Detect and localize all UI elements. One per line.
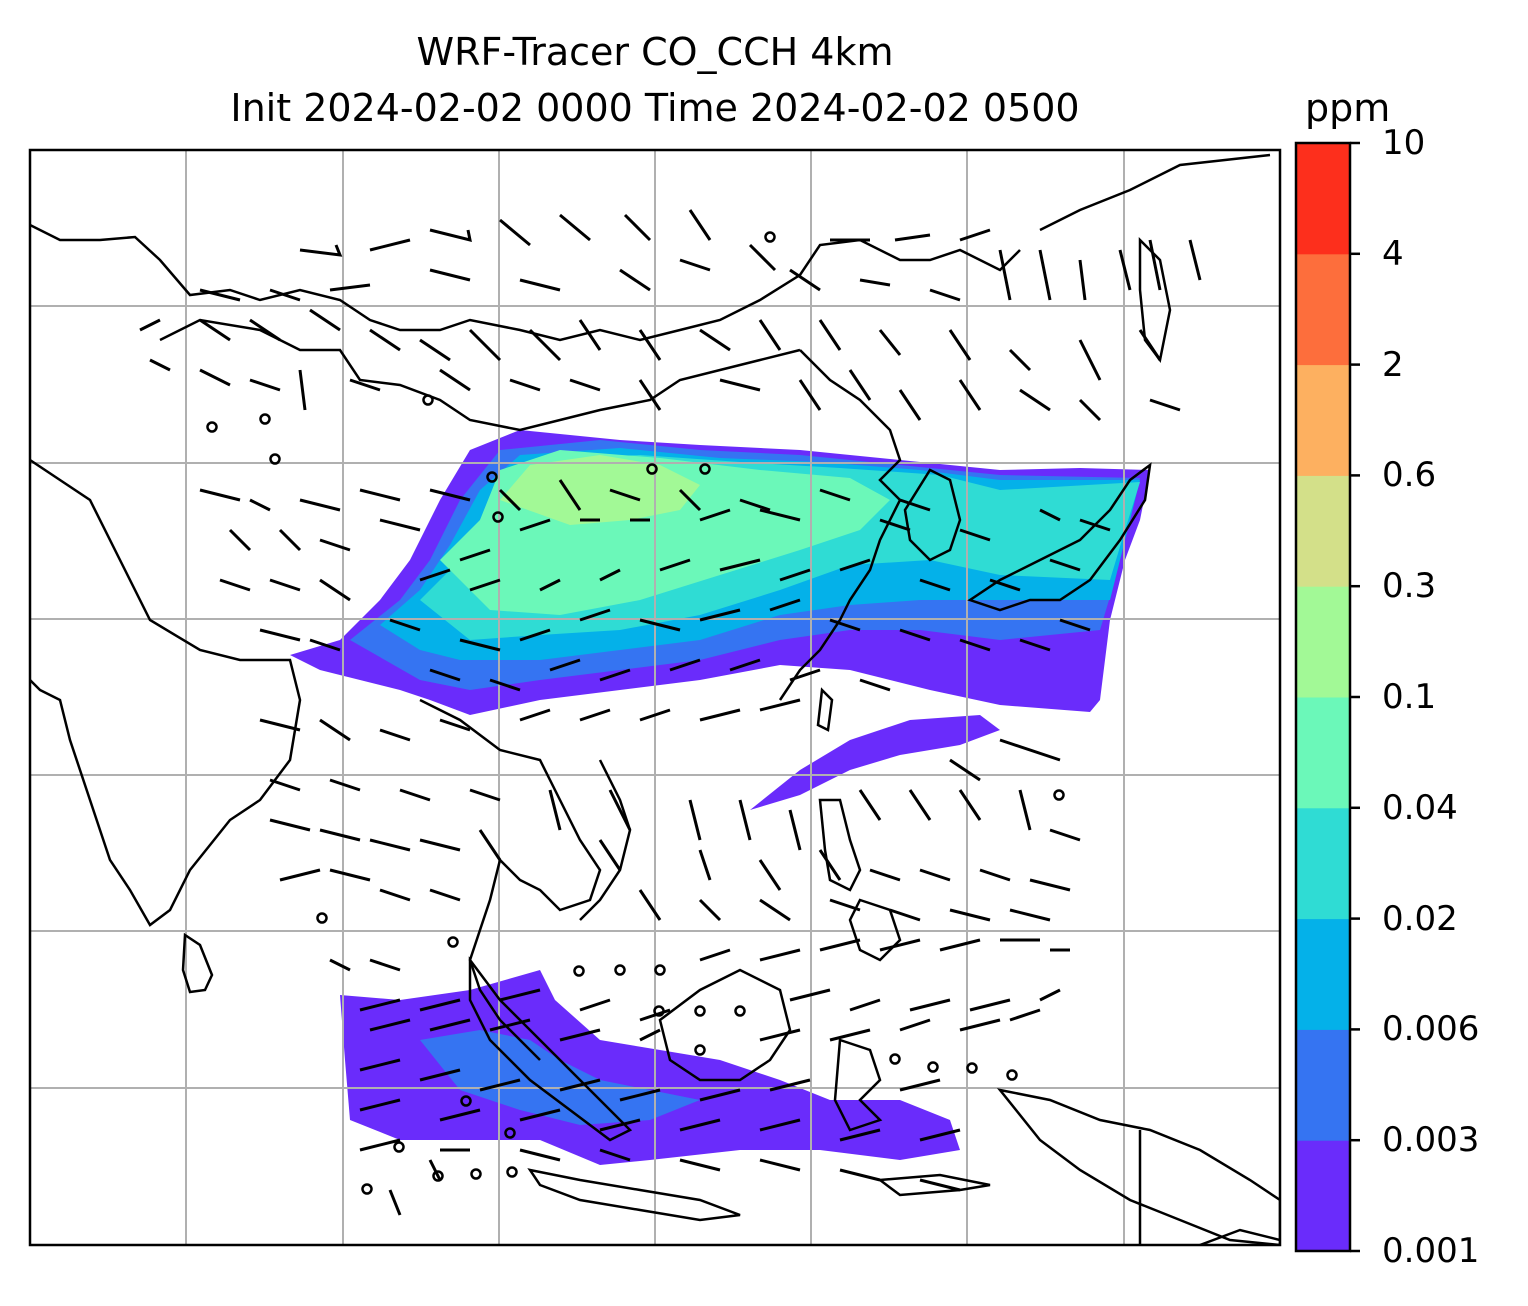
taiwan [816, 687, 834, 732]
colorbar-tick-label: 10 [1382, 123, 1426, 163]
colorbar-units-label: ppm [1305, 86, 1391, 130]
wind-barbs [139, 209, 1202, 1216]
china-border-north [30, 223, 1021, 342]
sulawesi [833, 1038, 883, 1132]
colorbar-tick-label: 4 [1382, 233, 1404, 274]
colorbar-segment [1296, 697, 1350, 809]
middle-plume [750, 715, 1000, 810]
colorbar-segment [1296, 1140, 1350, 1252]
tracer-plumes [290, 430, 1150, 1165]
coastlines [30, 153, 1280, 1245]
china-east-coast [778, 349, 902, 701]
colorbar-segment [1296, 586, 1350, 698]
map-frame-border [28, 148, 1282, 1247]
mongolia-border [159, 318, 801, 432]
new-guinea [996, 1088, 1280, 1245]
colorbar-tick-label: 2 [1382, 344, 1404, 385]
vietnam-coast [579, 759, 632, 921]
colorbar-segment [1296, 807, 1350, 920]
southern-plume-outer [340, 970, 960, 1165]
colorbar-segment [1296, 364, 1350, 476]
australia-north [1199, 1228, 1280, 1245]
colorbar-tick-label: 0.3 [1382, 566, 1437, 607]
sri-lanka [181, 932, 214, 994]
colorbar-segment [1296, 475, 1350, 587]
java [527, 1168, 741, 1222]
colorbar-tick-label: 0.1 [1382, 677, 1437, 717]
colorbar-tick-label: 0.006 [1382, 1009, 1480, 1050]
indochina [419, 698, 602, 1061]
japan-honshu [967, 462, 1152, 612]
colorbar-tick-label: 0.003 [1382, 1120, 1480, 1161]
colorbar-tick-label: 0.04 [1382, 787, 1458, 828]
colorbar-tick-label: 0.02 [1382, 898, 1458, 939]
colorbar-segment [1296, 918, 1350, 1030]
colorbar-tick-label: 0.001 [1382, 1231, 1480, 1271]
borneo [658, 968, 792, 1082]
colorbar-segment [1296, 1029, 1350, 1141]
india-coast [30, 458, 302, 927]
colorbar-tick-label: 0.6 [1382, 455, 1437, 496]
gridlines [30, 150, 1280, 1245]
map-title-line2: Init 2024-02-02 0000 Time 2024-02-02 050… [230, 86, 1080, 130]
russia-east [1039, 153, 1271, 232]
sumatra [468, 956, 633, 1142]
map-title-line1: WRF-Tracer CO_CCH 4km [416, 30, 894, 74]
southern-plume-inner [420, 1030, 700, 1125]
colorbar-segment [1296, 143, 1350, 255]
colorbar-segment [1296, 253, 1350, 366]
korea [903, 468, 962, 562]
philippines-luzon [818, 798, 862, 892]
colorbar [1296, 141, 1360, 1253]
colorbar-border [1294, 141, 1352, 1253]
calm-wind-markers [206, 231, 1065, 1195]
timor [876, 1173, 991, 1197]
